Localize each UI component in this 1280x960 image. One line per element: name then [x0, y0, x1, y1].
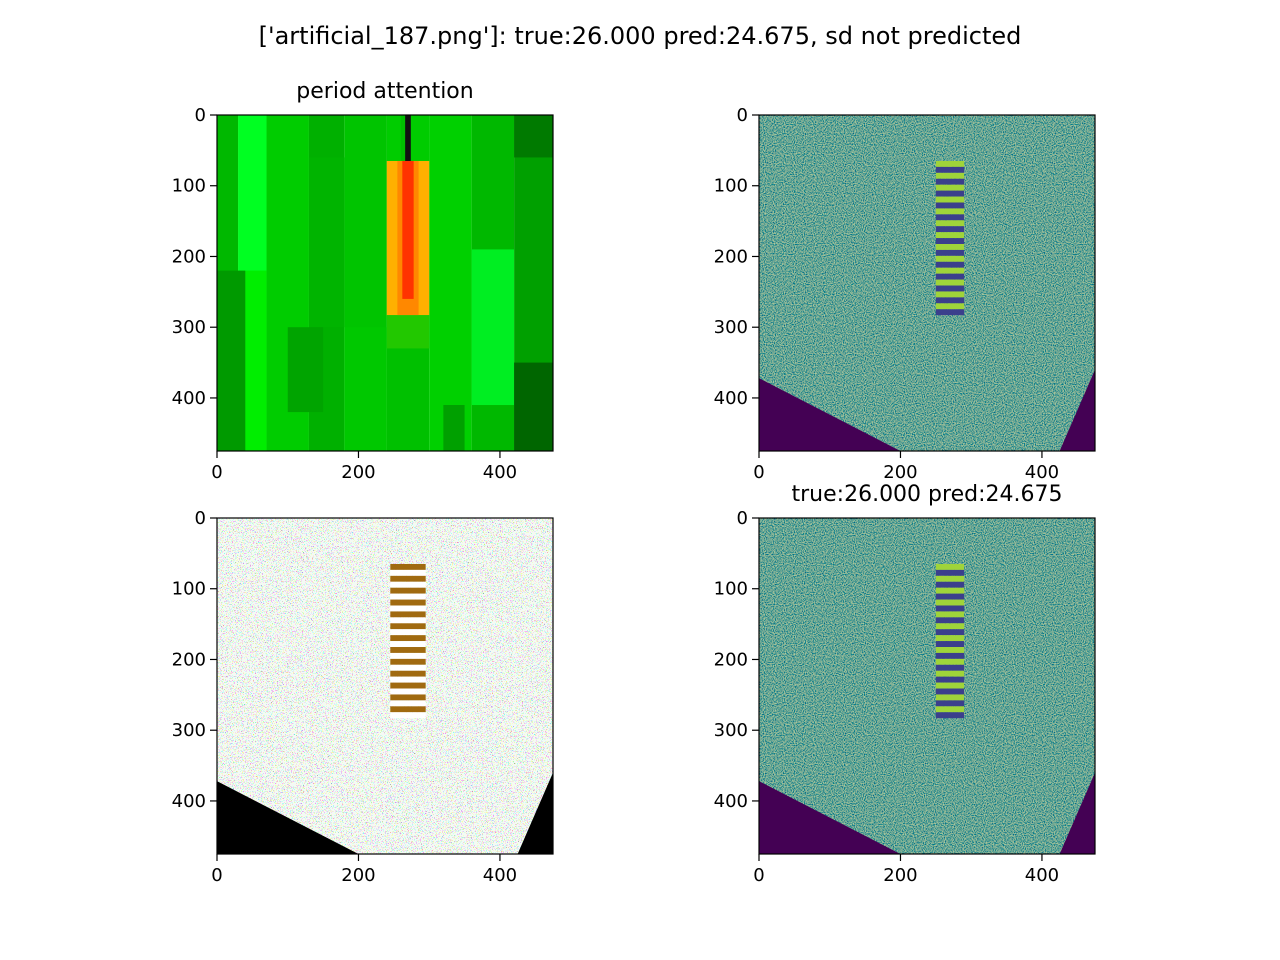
subplot-1: 0 200 400 0 100 200 300 400 period attention [172, 79, 554, 483]
heatmap-image [759, 518, 1095, 854]
y-tick-label: 0 [195, 508, 206, 529]
y-tick-label: 200 [714, 246, 748, 267]
y-tick-label: 300 [172, 720, 206, 741]
y-tick-label: 100 [172, 176, 206, 197]
y-tick-label: 300 [714, 720, 748, 741]
x-tick-label: 400 [483, 462, 517, 483]
x-tick-label: 0 [753, 462, 764, 483]
subplot-title: period attention [296, 79, 473, 104]
x-tick-label: 200 [341, 865, 375, 886]
axes-frame [216, 517, 554, 855]
x-tick-label: 200 [883, 865, 917, 886]
x-tick-label: 0 [211, 865, 222, 886]
y-tick-label: 0 [195, 105, 206, 126]
axes-frame [758, 114, 1096, 452]
x-tick-label: 0 [753, 865, 764, 886]
heatmap-image [217, 518, 553, 854]
y-tick-label: 400 [714, 791, 748, 812]
figure-suptitle: ['artificial_187.png']: true:26.000 pred… [259, 22, 1022, 50]
y-tick-label: 400 [714, 388, 748, 409]
y-tick-label: 300 [172, 317, 206, 338]
axes-frame [758, 517, 1096, 855]
y-tick-label: 100 [172, 579, 206, 600]
y-tick-label: 200 [172, 246, 206, 267]
y-tick-label: 200 [714, 649, 748, 670]
y-tick-label: 400 [172, 388, 206, 409]
subplot-3: 0 200 400 0 100 200 300 400 [172, 508, 554, 886]
subplot-title: true:26.000 pred:24.675 [792, 482, 1063, 507]
y-tick-label: 300 [714, 317, 748, 338]
axes-frame [216, 114, 554, 452]
y-tick-label: 200 [172, 649, 206, 670]
x-tick-label: 200 [341, 462, 375, 483]
heatmap-image [759, 115, 1095, 451]
x-tick-label: 0 [211, 462, 222, 483]
y-tick-label: 400 [172, 791, 206, 812]
y-tick-label: 100 [714, 176, 748, 197]
x-tick-label: 400 [1025, 865, 1059, 886]
x-tick-label: 400 [483, 865, 517, 886]
x-tick-label: 400 [1025, 462, 1059, 483]
y-tick-label: 100 [714, 579, 748, 600]
y-tick-label: 0 [737, 105, 748, 126]
x-tick-label: 200 [883, 462, 917, 483]
subplot-2: 0 200 400 0 100 200 300 400 [714, 105, 1096, 483]
heatmap-image [217, 115, 553, 451]
subplot-4: 0 200 400 0 100 200 300 400 true:26.000 pred:24.… [714, 482, 1096, 886]
y-tick-label: 0 [737, 508, 748, 529]
